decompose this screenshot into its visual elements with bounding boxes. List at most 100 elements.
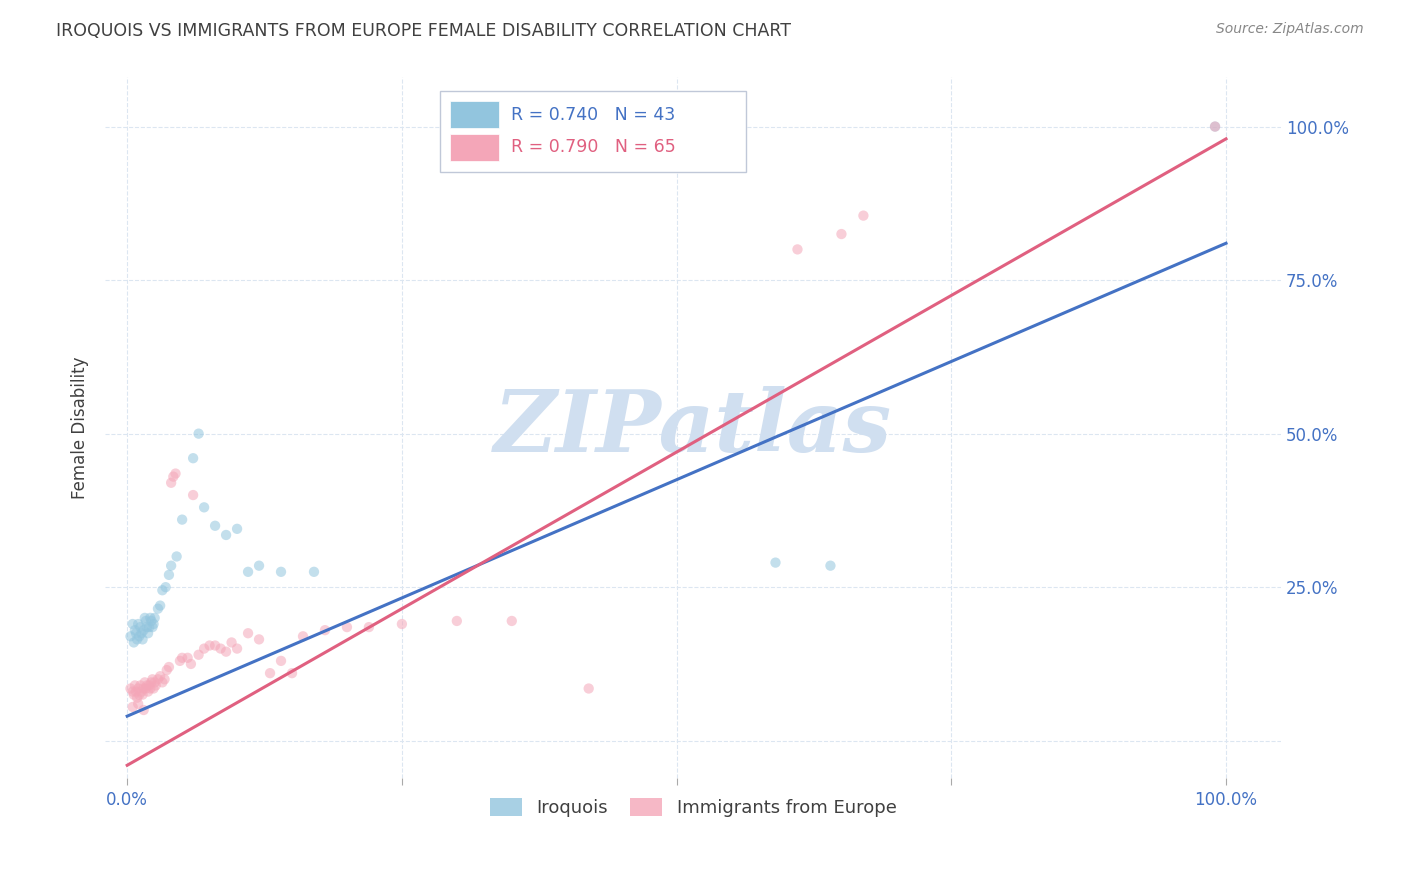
Point <box>215 528 238 542</box>
Point <box>165 467 187 481</box>
Point <box>157 568 180 582</box>
Point <box>127 681 149 696</box>
Point <box>136 620 159 634</box>
Point <box>181 451 204 466</box>
Point <box>204 518 226 533</box>
Point <box>765 556 787 570</box>
Point <box>176 650 198 665</box>
Point <box>446 614 468 628</box>
Point <box>135 614 157 628</box>
Point <box>786 243 808 257</box>
Point <box>270 565 292 579</box>
Point <box>236 626 259 640</box>
Point <box>149 669 172 683</box>
Point <box>820 558 842 573</box>
Point <box>198 639 221 653</box>
Text: Source: ZipAtlas.com: Source: ZipAtlas.com <box>1216 22 1364 37</box>
Point <box>134 611 156 625</box>
Point <box>125 690 148 705</box>
Point <box>166 549 188 564</box>
Point <box>124 623 146 637</box>
Text: ZIPatlas: ZIPatlas <box>494 385 893 469</box>
Text: IROQUOIS VS IMMIGRANTS FROM EUROPE FEMALE DISABILITY CORRELATION CHART: IROQUOIS VS IMMIGRANTS FROM EUROPE FEMAL… <box>56 22 792 40</box>
Point <box>128 688 150 702</box>
Legend: Iroquois, Immigrants from Europe: Iroquois, Immigrants from Europe <box>482 790 904 824</box>
Point <box>131 684 153 698</box>
Point <box>193 500 215 515</box>
Point <box>193 641 215 656</box>
Point <box>156 663 179 677</box>
Point <box>314 623 336 637</box>
Point <box>143 675 166 690</box>
Point <box>146 601 169 615</box>
Point <box>160 475 183 490</box>
Point <box>155 580 177 594</box>
Point <box>160 558 183 573</box>
Point <box>127 617 149 632</box>
Point <box>141 614 163 628</box>
Point <box>150 675 173 690</box>
Point <box>131 626 153 640</box>
FancyBboxPatch shape <box>450 134 499 161</box>
FancyBboxPatch shape <box>450 102 499 128</box>
Point <box>141 673 163 687</box>
Point <box>129 678 152 692</box>
Point <box>209 641 232 656</box>
Point <box>181 488 204 502</box>
Point <box>131 632 153 647</box>
Point <box>204 639 226 653</box>
Point <box>292 629 315 643</box>
Point <box>143 611 166 625</box>
Point <box>139 611 162 625</box>
Point <box>221 635 243 649</box>
Point <box>391 617 413 632</box>
Point <box>336 620 359 634</box>
Point <box>131 688 153 702</box>
FancyBboxPatch shape <box>440 92 747 172</box>
Point <box>578 681 600 696</box>
Point <box>129 620 152 634</box>
Text: R = 0.740   N = 43: R = 0.740 N = 43 <box>510 105 675 124</box>
Point <box>142 617 165 632</box>
Point <box>270 654 292 668</box>
Text: R = 0.790   N = 65: R = 0.790 N = 65 <box>510 138 676 156</box>
Point <box>187 426 209 441</box>
Point <box>150 583 173 598</box>
Point <box>121 700 143 714</box>
Point <box>172 650 194 665</box>
Point <box>146 673 169 687</box>
Point <box>145 678 167 692</box>
Point <box>226 641 249 656</box>
Point <box>247 632 270 647</box>
Point <box>501 614 523 628</box>
Point <box>136 678 159 692</box>
Point <box>121 617 143 632</box>
Point <box>138 620 160 634</box>
Point <box>127 697 149 711</box>
Point <box>157 660 180 674</box>
Point <box>259 666 281 681</box>
Point <box>852 209 875 223</box>
Point <box>153 673 176 687</box>
Point <box>215 645 238 659</box>
Point <box>122 688 145 702</box>
Point <box>1204 120 1226 134</box>
Point <box>136 626 159 640</box>
Point <box>1204 120 1226 134</box>
Point <box>139 681 162 696</box>
Point <box>226 522 249 536</box>
Point <box>121 684 143 698</box>
Point <box>128 629 150 643</box>
Point <box>149 599 172 613</box>
Point <box>141 620 163 634</box>
Point <box>122 635 145 649</box>
Y-axis label: Female Disability: Female Disability <box>72 356 89 499</box>
Point <box>162 469 184 483</box>
Point <box>187 648 209 662</box>
Point <box>124 678 146 692</box>
Point <box>132 681 155 696</box>
Point <box>142 681 165 696</box>
Point <box>125 684 148 698</box>
Point <box>180 657 202 671</box>
Point <box>302 565 325 579</box>
